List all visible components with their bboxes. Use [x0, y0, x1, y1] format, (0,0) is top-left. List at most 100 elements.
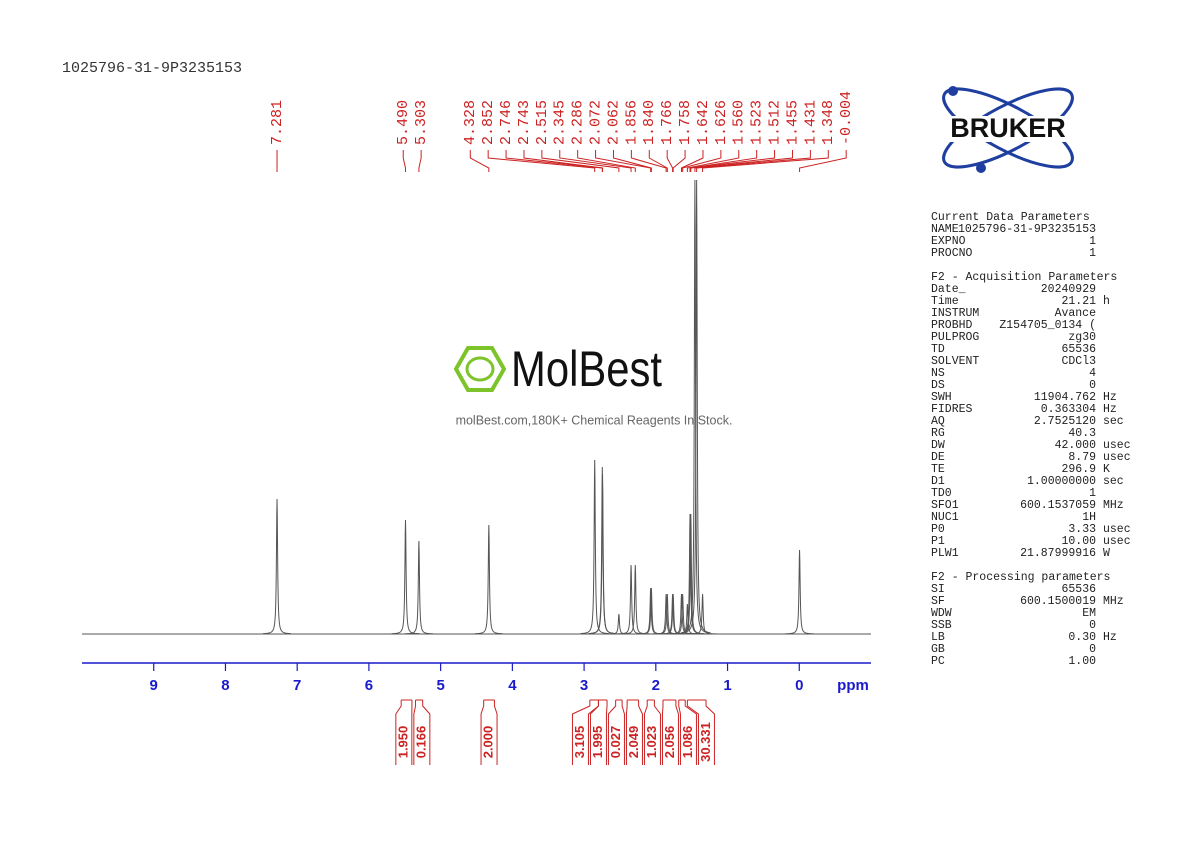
- integral-bracket: [643, 700, 648, 765]
- peak: [391, 519, 420, 635]
- integral-bracket: [653, 700, 661, 765]
- integral-label: 0.166: [413, 726, 428, 759]
- watermark-text: MolBest: [511, 341, 662, 397]
- parameter-name: SI: [931, 583, 945, 596]
- x-axis-label: ppm: [837, 677, 869, 694]
- peak-label-leader: [799, 150, 847, 172]
- integral-bracket: [684, 700, 697, 765]
- parameter-name: LB: [931, 631, 945, 644]
- parameter-name: PC: [931, 655, 945, 668]
- logo-dot: [976, 163, 986, 173]
- logo-text: BRUKER: [950, 113, 1066, 143]
- parameter-name: PULPROG: [931, 331, 979, 344]
- peak-label-leader: [630, 150, 667, 172]
- integral-bracket: [605, 700, 608, 765]
- parameter-unit: Hz: [1103, 391, 1117, 404]
- parameter-unit: h: [1103, 295, 1110, 308]
- peak-label: 1.856: [623, 100, 640, 145]
- logo-orbit: [942, 87, 1074, 169]
- integral-bracket: [589, 700, 599, 765]
- peak-label-leader: [689, 150, 758, 172]
- integral-bracket: [480, 700, 485, 765]
- parameter-value: 2.7525120: [1034, 415, 1096, 428]
- peak-label-leader: [666, 150, 674, 172]
- peak-label: 1.523: [749, 100, 766, 145]
- parameter-name: SFO1: [931, 499, 959, 512]
- parameter-name: DS: [931, 379, 945, 392]
- parameter-value: 0: [1089, 619, 1096, 632]
- peak-label: 1.431: [802, 100, 819, 145]
- parameter-value: 1: [1089, 487, 1096, 500]
- peak-label-leader: [672, 150, 686, 172]
- parameter-name: DW: [931, 439, 945, 452]
- parameter-value: 1: [1089, 247, 1096, 260]
- watermark-tagline: molBest.com,180K+ Chemical Reagents In S…: [456, 413, 733, 427]
- parameter-name: TD0: [931, 487, 952, 500]
- peak-label-leader: [702, 150, 829, 172]
- peak-label: 5.303: [413, 100, 430, 145]
- x-tick-label: 5: [436, 677, 444, 694]
- integral-bracket: [678, 700, 681, 765]
- peak: [404, 540, 433, 635]
- parameter-unit: sec: [1103, 475, 1124, 488]
- parameter-value: 1H: [1082, 511, 1096, 524]
- parameter-value: 1.00000000: [1027, 475, 1096, 488]
- parameter-section-title: F2 - Processing parameters: [931, 571, 1110, 584]
- parameter-value: EM: [1082, 607, 1096, 620]
- peak-label: -0.004: [838, 91, 855, 145]
- peak-label-leader: [612, 150, 652, 172]
- parameter-name: SOLVENT: [931, 355, 979, 368]
- parameter-name: EXPNO: [931, 235, 966, 248]
- parameter-value: 3.33: [1068, 523, 1096, 536]
- parameter-name: AQ: [931, 415, 945, 428]
- peak-label-leader: [523, 150, 604, 172]
- integral-bracket: [571, 700, 591, 765]
- parameter-value: 0.30: [1068, 631, 1096, 644]
- x-tick-label: 8: [221, 677, 229, 694]
- peak-label-leader: [418, 150, 422, 172]
- peak: [263, 498, 292, 635]
- peak-label: 1.455: [784, 100, 801, 145]
- parameter-unit: usec: [1103, 523, 1131, 536]
- parameter-name: D1: [931, 475, 945, 488]
- peak-label-leader: [682, 150, 722, 172]
- integral-bracket: [675, 700, 679, 765]
- peak-label-leader: [541, 150, 620, 172]
- x-tick-label: 1: [723, 677, 731, 694]
- peak-label-leader: [577, 150, 636, 172]
- peak: [680, 179, 709, 634]
- sample-id: 1025796-31-9P3235153: [62, 60, 242, 77]
- parameter-value: Z154705_0134 (: [999, 319, 1096, 332]
- peak-label: 1.626: [713, 100, 730, 145]
- parameter-value: 21.21: [1061, 295, 1096, 308]
- parameter-name: FIDRES: [931, 403, 973, 416]
- integral-label: 1.023: [644, 726, 659, 759]
- parameter-name: PROCNO: [931, 247, 973, 260]
- peak-label: 2.852: [480, 100, 497, 145]
- integral-label: 2.049: [626, 726, 641, 759]
- integral-bracket: [638, 700, 643, 765]
- x-tick-label: 2: [652, 677, 660, 694]
- peak: [617, 564, 646, 635]
- x-tick-label: 0: [795, 677, 803, 694]
- watermark: MolBest molBest.com,180K+ Chemical Reage…: [453, 341, 733, 427]
- parameter-value: 0: [1089, 379, 1096, 392]
- peak: [682, 179, 711, 634]
- parameter-unit: sec: [1103, 415, 1124, 428]
- integral-label: 1.995: [590, 726, 605, 759]
- parameter-value: 0.363304: [1041, 403, 1096, 416]
- peak-label-leader: [469, 150, 490, 172]
- integral-label: 2.056: [662, 726, 677, 759]
- integral-bracket: [607, 700, 617, 765]
- peak: [785, 549, 814, 635]
- peak-label: 1.758: [677, 100, 694, 145]
- parameter-name: SF: [931, 595, 945, 608]
- peak-label: 1.766: [659, 100, 676, 145]
- parameter-section-title: F2 - Acquisition Parameters: [931, 271, 1117, 284]
- parameter-name: DE: [931, 451, 945, 464]
- logo-backdrop: [924, 116, 1092, 142]
- integral-bracket: [422, 700, 431, 765]
- peak: [604, 613, 633, 635]
- parameter-value: 4: [1089, 367, 1096, 380]
